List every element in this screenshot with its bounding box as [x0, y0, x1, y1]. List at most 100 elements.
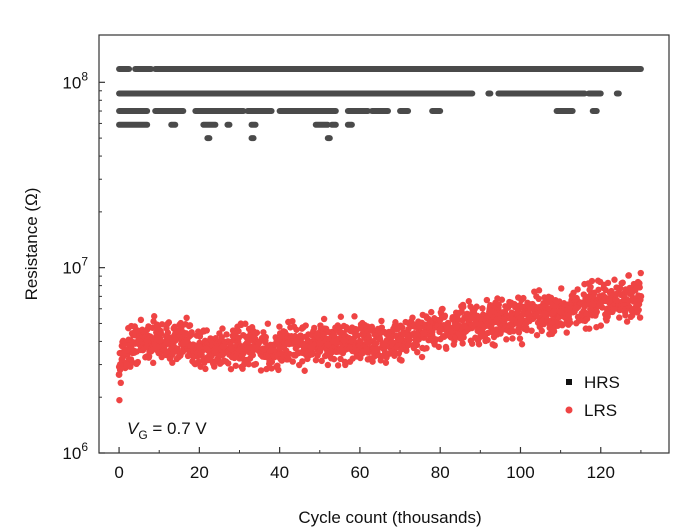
lrs-point	[260, 345, 267, 353]
lrs-point	[311, 324, 318, 332]
lrs-point	[263, 365, 270, 373]
lrs-point	[351, 313, 358, 320]
lrs-point	[377, 357, 384, 364]
annotation-sub: G	[138, 428, 147, 442]
lrs-point	[518, 341, 526, 348]
lrs-point	[368, 323, 376, 331]
lrs-point	[334, 362, 342, 369]
lrs-point	[244, 345, 251, 353]
lrs-point	[183, 314, 190, 322]
lrs-point	[443, 345, 450, 352]
lrs-point	[593, 308, 600, 316]
lrs-point	[623, 318, 631, 325]
y-tick-label-base: 10	[62, 259, 81, 278]
lrs-point	[149, 324, 156, 331]
lrs-point	[348, 336, 356, 343]
lrs-point	[565, 306, 573, 313]
lrs-point	[465, 298, 472, 305]
lrs-point	[622, 312, 629, 319]
lrs-point	[378, 317, 385, 325]
lrs-point	[516, 335, 524, 342]
lrs-point	[324, 341, 332, 348]
lrs-point	[382, 359, 390, 366]
lrs-point	[444, 324, 452, 331]
lrs-point	[197, 363, 204, 370]
lrs-point	[388, 339, 396, 346]
lrs-point	[619, 279, 626, 286]
annotation-vg: VG = 0.7 V	[127, 419, 207, 442]
x-axis-title: Cycle count (thousands)	[298, 508, 481, 527]
lrs-point	[179, 340, 187, 347]
legend-label-hrs: HRS	[584, 373, 620, 392]
lrs-point	[284, 340, 292, 347]
lrs-point	[137, 316, 145, 324]
lrs-point	[515, 329, 523, 336]
lrs-point	[636, 284, 643, 291]
y-tick-label-exponent: 8	[81, 69, 88, 83]
lrs-point	[195, 343, 203, 351]
x-tick-label: 0	[114, 463, 123, 482]
lrs-point	[625, 272, 633, 279]
lrs-point	[115, 371, 123, 378]
lrs-point	[616, 314, 623, 321]
lrs-point	[563, 329, 570, 336]
lrs-point	[354, 332, 362, 339]
lrs-point	[174, 345, 181, 353]
lrs-point	[158, 321, 166, 328]
lrs-point	[509, 335, 516, 342]
lrs-point	[558, 285, 565, 292]
lrs-point	[589, 300, 597, 308]
lrs-point	[479, 305, 486, 312]
lrs-point	[469, 340, 476, 347]
legend-label-lrs: LRS	[584, 401, 617, 420]
lrs-point	[637, 292, 645, 300]
x-tick-label: 20	[190, 463, 209, 482]
lrs-point	[483, 296, 491, 304]
lrs-point	[225, 360, 232, 367]
lrs-point	[611, 276, 618, 283]
lrs-point	[268, 346, 276, 354]
lrs-point	[245, 360, 252, 368]
lrs-point	[487, 306, 494, 314]
lrs-point	[399, 324, 406, 331]
hrs-series	[116, 65, 644, 142]
lrs-point	[169, 359, 176, 366]
lrs-point	[533, 311, 540, 319]
lrs-point	[493, 326, 500, 333]
lrs-point	[301, 367, 308, 374]
lrs-point	[557, 308, 565, 315]
lrs-point	[484, 336, 491, 344]
lrs-point	[435, 343, 442, 351]
lrs-point	[165, 319, 173, 326]
lrs-point	[260, 329, 267, 336]
lrs-point	[134, 358, 142, 366]
lrs-point	[252, 360, 260, 368]
lrs-point	[117, 379, 124, 387]
lrs-point	[538, 327, 546, 335]
lrs-point	[228, 345, 235, 353]
lrs-point	[380, 341, 388, 348]
lrs-point	[342, 361, 349, 369]
lrs-point	[587, 283, 594, 291]
lrs-point	[292, 338, 300, 345]
y-axis-title: Resistance (Ω)	[22, 188, 41, 301]
lrs-point	[220, 343, 227, 351]
x-tick-label: 40	[270, 463, 289, 482]
lrs-point	[595, 286, 602, 294]
lrs-point	[223, 331, 230, 338]
lrs-point	[356, 338, 364, 345]
lrs-point	[404, 333, 412, 340]
lrs-point	[501, 316, 508, 324]
lrs-point	[460, 322, 468, 330]
lrs-series	[115, 269, 645, 404]
lrs-point	[171, 337, 179, 344]
lrs-point	[264, 320, 272, 327]
lrs-point	[203, 327, 210, 334]
lrs-point	[574, 286, 581, 293]
lrs-point	[116, 361, 124, 368]
lrs-point	[116, 396, 123, 404]
lrs-point	[276, 344, 284, 352]
lrs-point	[369, 358, 376, 365]
lrs-point	[476, 320, 484, 328]
lrs-point	[396, 336, 404, 343]
